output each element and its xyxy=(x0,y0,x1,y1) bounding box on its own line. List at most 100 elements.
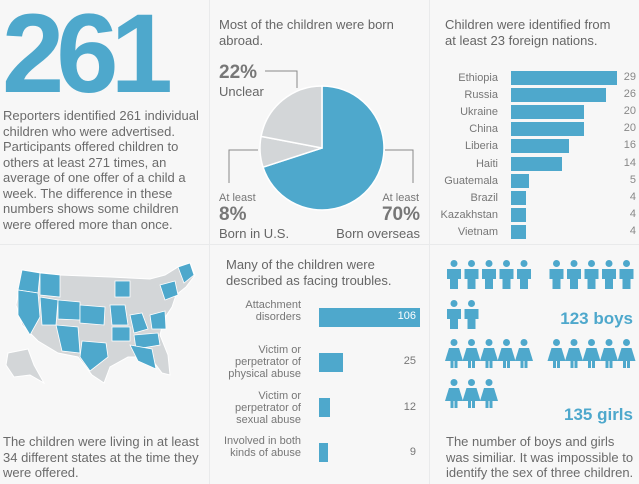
bar-value: 16 xyxy=(623,139,636,152)
state-highlighted xyxy=(17,289,41,336)
boy-icon xyxy=(602,260,616,289)
unclear-pct: 22% xyxy=(219,62,258,83)
boy-icon xyxy=(549,260,564,289)
intro-text: Reporters identified 261 individual chil… xyxy=(3,108,199,232)
leader-line-unclear xyxy=(265,70,298,88)
girl-icon xyxy=(480,339,498,368)
state-highlighted xyxy=(55,324,81,354)
bar-label: Involved in both kinds of abuse xyxy=(223,434,301,459)
bar-label: Guatemala xyxy=(444,174,498,187)
bar xyxy=(319,443,328,463)
girls-count: 135 girls xyxy=(564,405,633,424)
bar xyxy=(511,224,526,239)
alaska xyxy=(5,348,46,385)
state-highlighted xyxy=(79,340,109,372)
bar xyxy=(511,156,563,171)
us-pct: 8% xyxy=(219,204,247,225)
bar-label: Liberia xyxy=(464,140,498,153)
pie-title: Most of the children were born abroad. xyxy=(219,17,394,48)
unclear-label: Unclear xyxy=(219,84,264,99)
gender-panel: 123 boys 135 girls The number of boys an… xyxy=(430,245,639,484)
intro-panel: 261 Reporters identified 261 individual … xyxy=(0,0,209,244)
leader-line-overseas xyxy=(385,149,414,183)
overseas-prefix: At least xyxy=(382,192,419,204)
state-highlighted xyxy=(114,280,131,298)
boy-icon xyxy=(464,300,479,329)
pie-slice-unclear xyxy=(260,85,323,149)
boy-icon xyxy=(567,260,581,289)
girl-icon xyxy=(462,379,481,408)
nations-panel: Children were identified from at least 2… xyxy=(430,0,639,244)
bar-value: 26 xyxy=(623,88,636,101)
bar xyxy=(511,105,584,120)
boy-icon xyxy=(619,260,634,289)
state-highlighted xyxy=(129,312,149,334)
state-highlighted xyxy=(149,310,167,330)
pie-chart xyxy=(228,70,414,211)
bar xyxy=(511,207,526,222)
bar-value: 106 xyxy=(397,310,416,322)
map-panel: The children were living in at least 34 … xyxy=(0,245,209,484)
girl-icon xyxy=(582,339,601,368)
girl-icon xyxy=(480,379,498,408)
bar-value: 4 xyxy=(629,207,636,220)
girl-icon xyxy=(600,339,618,368)
bar xyxy=(319,398,331,418)
us-label: Born in U.S. xyxy=(219,226,290,241)
bar-value: 5 xyxy=(629,173,636,186)
girl-icon xyxy=(445,379,463,408)
boy-icon xyxy=(447,300,461,329)
bar-label: Haiti xyxy=(475,157,498,170)
bar xyxy=(511,173,530,188)
girl-icon xyxy=(462,339,481,368)
pie-panel: Most of the children were born abroad. 2… xyxy=(210,0,429,244)
boy-icon xyxy=(464,260,479,289)
boy-icon xyxy=(447,260,461,289)
state-highlighted xyxy=(177,262,195,284)
bar-label: China xyxy=(469,123,498,136)
bar-label: Vietnam xyxy=(457,225,498,238)
pie-slice-overseas xyxy=(262,85,385,211)
bar-value: 4 xyxy=(629,224,636,237)
boy-icon xyxy=(584,260,599,289)
boy-icon xyxy=(517,260,531,289)
bar-label: Attachment disorders xyxy=(245,299,301,323)
bar-value: 20 xyxy=(623,105,636,118)
boys-count: 123 boys xyxy=(560,309,633,328)
state-highlighted xyxy=(39,272,61,298)
nations-title: Children were identified from at least 2… xyxy=(445,17,611,48)
bar-label: Victim or perpetrator of physical abuse xyxy=(228,344,301,381)
bar-label: Ethiopia xyxy=(458,72,498,84)
girl-icon xyxy=(547,339,566,368)
map-caption: The children were living in at least 34 … xyxy=(3,434,199,480)
overseas-label: Born overseas xyxy=(336,226,420,241)
girl-icon xyxy=(515,339,533,368)
big-number: 261 xyxy=(2,0,173,116)
bar xyxy=(511,122,584,137)
us-prefix: At least xyxy=(219,192,256,204)
bar-value: 9 xyxy=(409,445,416,458)
people-icons xyxy=(445,260,636,408)
us-map xyxy=(5,262,196,385)
overseas-pct: 70% xyxy=(381,204,420,225)
state-highlighted xyxy=(109,304,129,326)
state-highlighted xyxy=(39,296,59,326)
girl-icon xyxy=(617,339,636,368)
state-highlighted xyxy=(79,304,106,326)
bar xyxy=(511,71,617,85)
bar-value: 29 xyxy=(623,71,636,83)
state-highlighted xyxy=(133,332,161,350)
bar-label: Brazil xyxy=(470,191,498,204)
bar-label: Kazakhstan xyxy=(440,208,498,221)
troubles-title: Many of the children were described as f… xyxy=(226,257,392,288)
bar-label: Victim or perpetrator of sexual abuse xyxy=(234,389,301,426)
state-highlighted xyxy=(129,344,157,370)
gender-caption: The number of boys and girls was similia… xyxy=(446,434,634,480)
bar-value: 25 xyxy=(403,355,416,368)
bar xyxy=(511,88,606,103)
girl-icon xyxy=(565,339,583,368)
bar-value: 14 xyxy=(623,156,636,169)
bar-value: 4 xyxy=(629,190,636,203)
girl-icon xyxy=(445,339,463,368)
state-highlighted xyxy=(57,299,81,321)
